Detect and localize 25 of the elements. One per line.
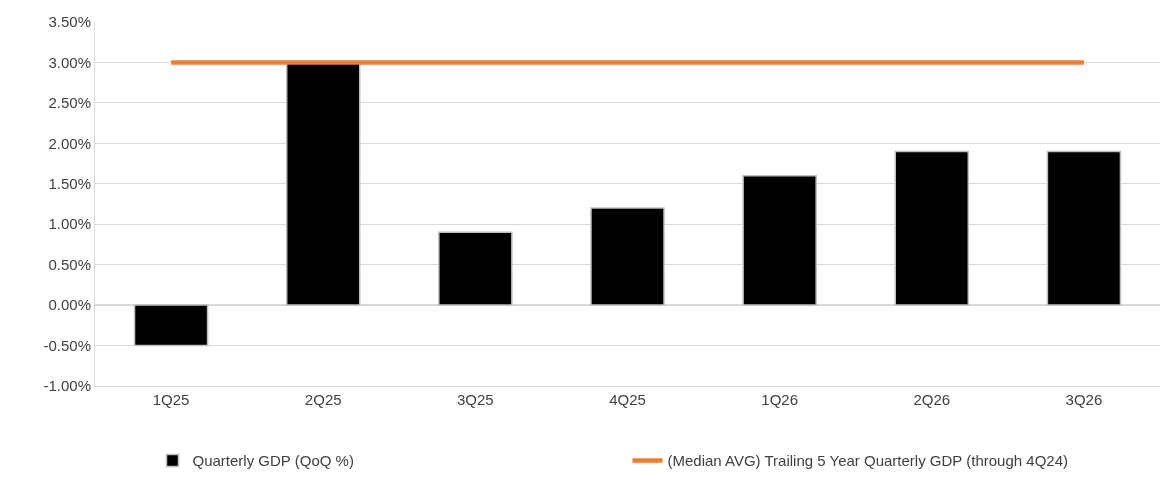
legend-label: (Median AVG) Trailing 5 Year Quarterly GDP (through 4Q24) (667, 452, 1068, 470)
bar (133, 304, 209, 347)
legend-label: Quarterly GDP (QoQ %) (192, 452, 354, 470)
bar (590, 207, 665, 306)
y-tick-label: 1.50% (48, 175, 91, 193)
bar (742, 174, 817, 306)
x-tick-label: 1Q26 (761, 391, 798, 408)
x-tick-label: 1Q25 (152, 391, 190, 408)
y-tick-label: 2.50% (48, 94, 91, 112)
y-tick-label: 2.00% (48, 134, 91, 152)
x-tick-label: 2Q26 (913, 391, 951, 408)
y-tick-label: 0.50% (48, 255, 91, 273)
y-tick-label: 3.50% (48, 13, 91, 31)
bar (894, 150, 970, 306)
y-tick-label: 0.00% (48, 296, 91, 314)
y-tick-label: 3.00% (48, 53, 91, 71)
y-tick-label: -1.00% (43, 377, 91, 395)
x-tick-label: 4Q25 (609, 391, 646, 408)
x-tick-label: 3Q26 (1065, 391, 1103, 408)
x-tick-label: 3Q25 (457, 391, 494, 408)
y-tick-label: 1.00% (48, 215, 91, 233)
x-tick-label: 2Q25 (304, 391, 342, 408)
bar (1046, 150, 1122, 306)
y-tick-label: -0.50% (43, 336, 91, 354)
bar (438, 231, 513, 306)
